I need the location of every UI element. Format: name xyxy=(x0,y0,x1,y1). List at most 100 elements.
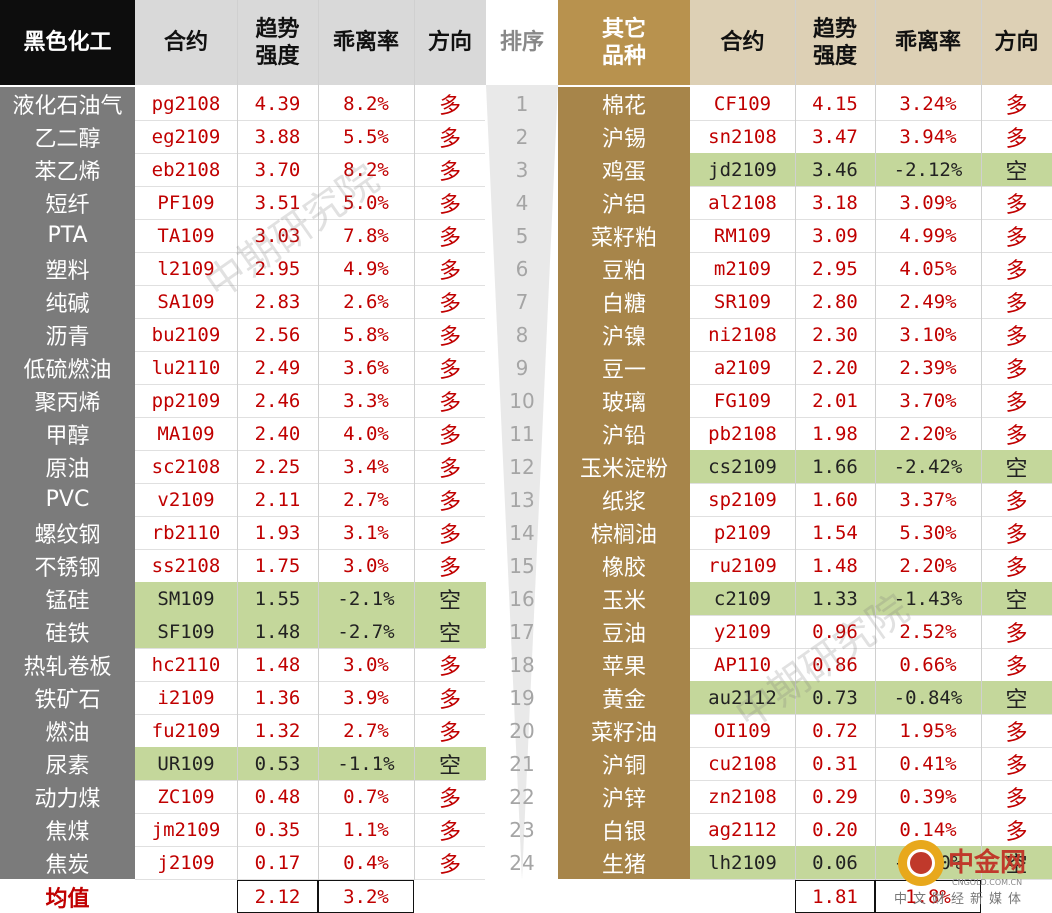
rank-number: 6 xyxy=(515,256,529,281)
left-deviation: 5.8% xyxy=(343,323,389,346)
rank-number: 12 xyxy=(509,454,535,479)
column-divider xyxy=(318,0,319,880)
right-deviation: 3.37% xyxy=(899,488,957,511)
row-divider xyxy=(135,780,485,781)
right-strength: 0.73 xyxy=(795,681,875,714)
right-direction: 空 xyxy=(981,450,1052,483)
left-direction: 空 xyxy=(414,615,486,648)
row-divider xyxy=(135,879,485,880)
column-divider xyxy=(237,0,238,880)
left-direction: 多 xyxy=(438,687,461,713)
row-divider xyxy=(690,516,1052,517)
row-divider xyxy=(135,252,485,253)
right-contract: ru2109 xyxy=(708,554,777,577)
left-deviation: 4.9% xyxy=(343,257,389,280)
cngold-logo-icon xyxy=(898,840,944,886)
right-contract: y2109 xyxy=(713,620,772,643)
left-direction: 多 xyxy=(438,555,461,581)
left-direction: 多 xyxy=(438,324,461,350)
right-deviation: 2.39% xyxy=(899,356,957,379)
left-deviation: -2.7% xyxy=(318,615,414,648)
left-deviation: 4.0% xyxy=(343,422,389,445)
row-divider xyxy=(135,417,485,418)
right-name: 菜籽油 xyxy=(558,714,690,747)
left-direction: 空 xyxy=(414,747,486,780)
average-deviation-left: 3.2% xyxy=(318,880,414,913)
left-name: PTA xyxy=(0,219,135,252)
left-name: 低硫燃油 xyxy=(0,351,135,384)
right-contract: zn2108 xyxy=(708,785,777,808)
left-deviation: 7.8% xyxy=(343,224,389,247)
header-deviation-right: 乖离率 xyxy=(875,0,981,85)
left-strength: 0.53 xyxy=(237,747,318,780)
left-strength: 1.48 xyxy=(237,615,318,648)
left-contract: hc2110 xyxy=(151,653,221,676)
rank-number: 1 xyxy=(515,91,529,116)
right-direction: 多 xyxy=(1005,621,1028,647)
right-contract: RM109 xyxy=(713,224,772,247)
logo-subtitle: 中文财经新媒体 xyxy=(894,892,1028,907)
left-name: 聚丙烯 xyxy=(0,384,135,417)
header-direction-right: 方向 xyxy=(981,0,1052,85)
left-contract: SA109 xyxy=(157,290,215,313)
right-strength: 0.31 xyxy=(812,752,858,775)
left-deviation: 2.6% xyxy=(343,290,389,313)
rank-column-wedge xyxy=(486,85,558,880)
rank-number: 16 xyxy=(509,586,535,611)
right-contract: SR109 xyxy=(713,290,772,313)
right-deviation: 3.70% xyxy=(899,389,957,412)
left-name: 锰硅 xyxy=(0,582,135,615)
left-strength: 2.40 xyxy=(254,422,301,445)
rank-number: 22 xyxy=(509,784,535,809)
row-divider xyxy=(135,681,485,682)
right-direction: 多 xyxy=(1005,225,1028,251)
column-divider xyxy=(981,0,982,880)
right-deviation: 5.30% xyxy=(899,521,957,544)
row-divider xyxy=(135,153,485,154)
rank-number: 17 xyxy=(509,619,535,644)
right-strength: 1.33 xyxy=(795,582,875,615)
header-strength-left: 趋势 强度 xyxy=(237,0,318,85)
left-strength: 1.48 xyxy=(254,653,301,676)
left-contract: SM109 xyxy=(135,582,237,615)
right-contract: c2109 xyxy=(690,582,795,615)
rank-number: 19 xyxy=(509,685,535,710)
left-strength: 1.93 xyxy=(254,521,301,544)
row-divider xyxy=(690,549,1052,550)
right-contract: AP110 xyxy=(713,653,772,676)
left-strength: 3.51 xyxy=(254,191,301,214)
rank-number: 8 xyxy=(515,322,529,347)
left-name: 尿素 xyxy=(0,747,135,780)
left-contract: l2109 xyxy=(157,257,215,280)
right-name: 棉花 xyxy=(558,87,690,120)
right-contract: ni2108 xyxy=(708,323,777,346)
left-name: 燃油 xyxy=(0,714,135,747)
left-direction: 多 xyxy=(438,423,461,449)
left-direction: 多 xyxy=(438,522,461,548)
right-name: 沪铝 xyxy=(558,186,690,219)
right-contract: ag2112 xyxy=(708,818,777,841)
left-strength: 3.03 xyxy=(254,224,301,247)
right-direction: 多 xyxy=(1005,720,1028,746)
left-strength: 3.70 xyxy=(254,158,301,181)
rank-number: 18 xyxy=(509,652,535,677)
left-name: 纯碱 xyxy=(0,285,135,318)
right-strength: 1.98 xyxy=(812,422,858,445)
rank-number: 11 xyxy=(509,421,535,446)
left-contract: rb2110 xyxy=(151,521,221,544)
left-strength: 0.17 xyxy=(254,851,301,874)
row-divider xyxy=(135,186,485,187)
left-direction: 多 xyxy=(438,159,461,185)
right-strength: 0.20 xyxy=(812,818,858,841)
header-strength-right: 趋势 强度 xyxy=(795,0,875,85)
row-divider xyxy=(690,252,1052,253)
row-divider xyxy=(690,714,1052,715)
right-contract: FG109 xyxy=(713,389,772,412)
row-divider xyxy=(690,747,1052,748)
right-deviation: 0.41% xyxy=(899,752,957,775)
left-name: 焦煤 xyxy=(0,813,135,846)
right-name: 沪铜 xyxy=(558,747,690,780)
right-strength: 0.72 xyxy=(812,719,858,742)
left-strength: 0.35 xyxy=(254,818,301,841)
left-contract: pp2109 xyxy=(151,389,221,412)
